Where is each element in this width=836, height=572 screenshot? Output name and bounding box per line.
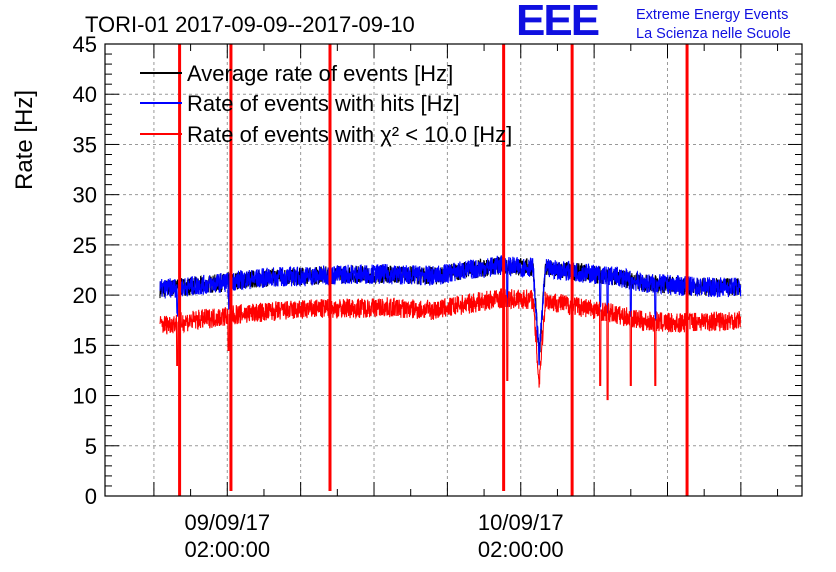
x-tick-label-date: 10/09/17: [478, 510, 564, 535]
eee-logo: EEE Extreme Energy Events La Scienza nel…: [516, 0, 826, 48]
y-tick-label: 40: [73, 82, 97, 107]
y-tick-label: 25: [73, 233, 97, 258]
x-tick-label-date: 09/09/17: [184, 510, 270, 535]
grid-lines: [105, 44, 802, 496]
y-tick-label: 20: [73, 283, 97, 308]
legend-label: Rate of events with χ² < 10.0 [Hz]: [187, 122, 512, 147]
chart-title: TORI-01 2017-09-09--2017-09-10: [85, 12, 415, 37]
series-chi2-line: [159, 288, 742, 401]
axes: 05101520253035404509/09/1702:00:0010/09/…: [73, 32, 803, 562]
y-tick-label: 5: [85, 434, 97, 459]
legend: Average rate of events [Hz] Rate of event…: [140, 61, 512, 147]
y-axis-label: Rate [Hz]: [11, 90, 38, 190]
y-tick-label: 10: [73, 384, 97, 409]
legend-label: Average rate of events [Hz]: [187, 61, 453, 86]
x-tick-label-time: 02:00:00: [478, 537, 564, 562]
y-tick-label: 0: [85, 484, 97, 509]
y-tick-label: 30: [73, 183, 97, 208]
y-tick-label: 35: [73, 132, 97, 157]
logo-mark: EEE: [516, 0, 600, 45]
legend-label: Rate of events with hits [Hz]: [187, 91, 460, 116]
x-tick-label-time: 02:00:00: [184, 537, 270, 562]
logo-line-1: Extreme Energy Events: [636, 7, 789, 23]
series-layer: [159, 44, 742, 496]
y-tick-label: 45: [73, 32, 97, 57]
series-hits-line: [159, 255, 742, 366]
logo-line-2: La Scienza nelle Scuole: [636, 26, 791, 42]
plot-frame: [104, 43, 803, 497]
y-tick-label: 15: [73, 333, 97, 358]
